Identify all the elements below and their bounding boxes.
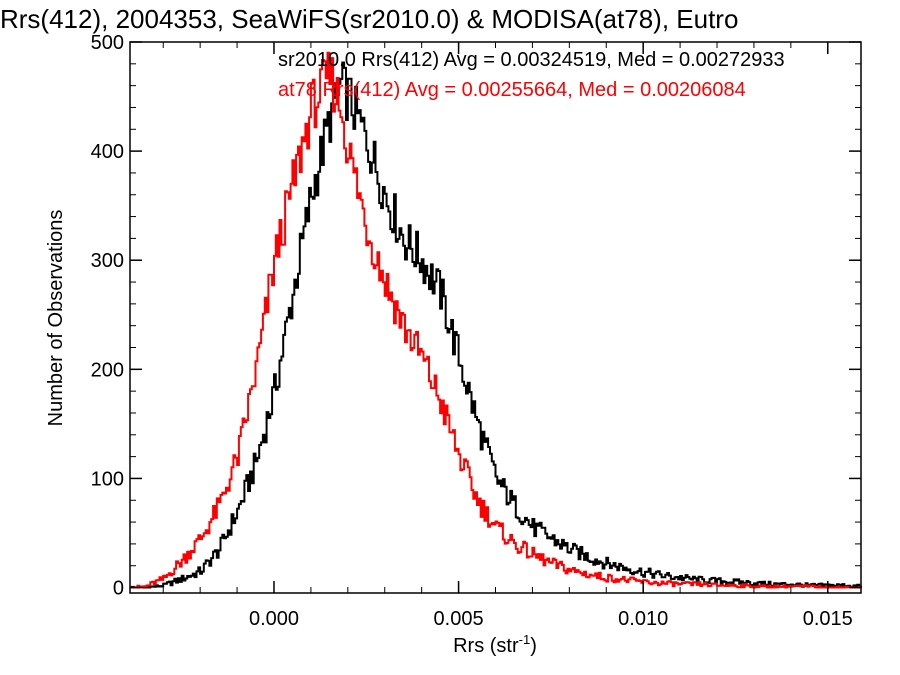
plot-area: 0.000 0.005 0.010 0.015 0 100 200 300 400 500 [91,32,862,630]
x-axis-label-end: ) [530,635,537,657]
x-axis-label-superscript: -1 [519,632,531,647]
x-tick-label: 0.010 [618,608,668,630]
series-at78-line [130,51,862,589]
annotation-at78: at78 Rrs(412) Avg = 0.00255664, Med = 0.… [278,79,746,101]
annotation-sr2010: sr2010.0 Rrs(412) Avg = 0.00324519, Med … [278,49,785,71]
y-tick-label: 500 [91,32,124,54]
y-tick-label: 300 [91,250,124,272]
plot-frame [129,41,862,594]
chart-title: Rrs(412), 2004353, SeaWiFS(sr2010.0) & M… [0,4,738,34]
y-tick-label: 200 [91,359,124,381]
y-tick-label: 100 [91,468,124,490]
series-sr2010-line [130,61,862,589]
y-axis-label: Number of Observations [45,210,67,427]
y-tick-label: 400 [91,141,124,163]
y-axis-ticks: 0 100 200 300 400 500 [91,32,861,600]
x-axis-ticks: 0.000 0.005 0.010 0.015 [162,42,853,630]
x-tick-label: 0.015 [803,608,853,630]
x-axis-label-main: Rrs (str [453,635,519,657]
x-tick-label: 0.005 [434,608,484,630]
x-axis-label: Rrs (str-1) [453,632,537,657]
y-tick-label: 0 [113,578,124,600]
x-tick-label: 0.000 [249,608,299,630]
